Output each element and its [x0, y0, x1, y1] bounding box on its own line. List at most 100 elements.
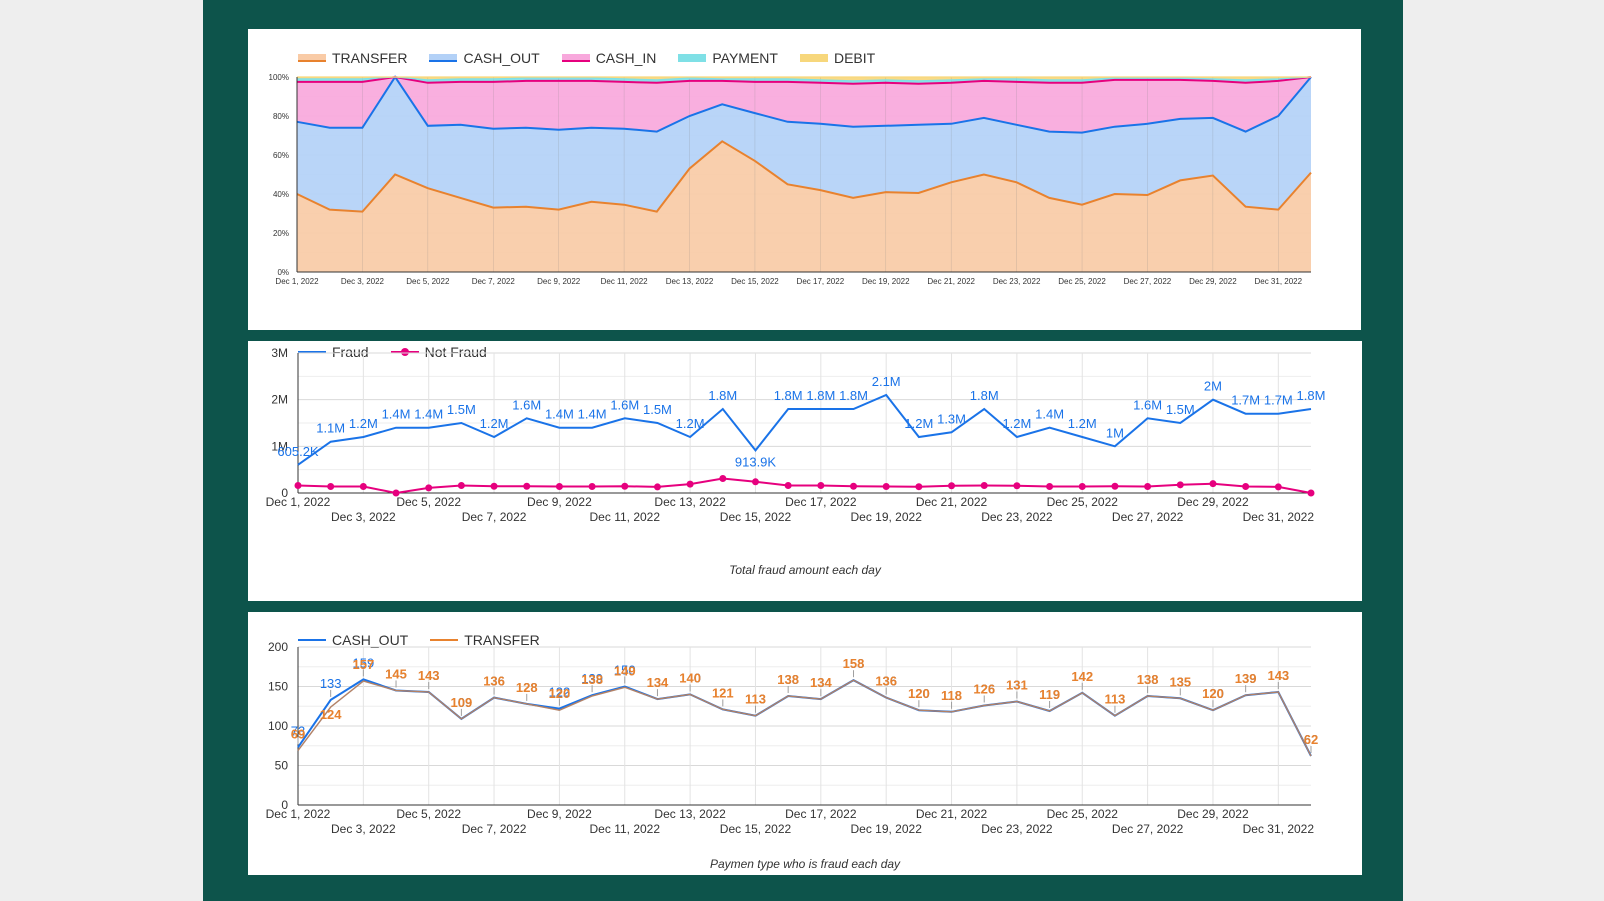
y-tick-label: 200: [268, 640, 288, 654]
type-share-chart: 0% 20% 40% 60% 80% 100% Dec 1, 2022 Dec 3, 2022…: [269, 73, 1312, 286]
data-label-fraud: 1.8M: [774, 388, 803, 403]
point-not-fraud: [490, 482, 498, 490]
x-tick-label: Dec 31, 2022: [1243, 822, 1315, 836]
fraud-by-type-legend: CASH_OUT TRANSFER: [298, 632, 562, 648]
data-label-cash-out: 136: [875, 674, 897, 689]
data-label-fraud: 605.2K: [277, 444, 319, 459]
point-not-fraud: [359, 482, 367, 490]
point-not-fraud: [523, 482, 531, 490]
x-tick-label: Dec 19, 2022: [862, 277, 910, 286]
legend-item-debit[interactable]: DEBIT: [799, 50, 875, 66]
legend-label: CASH_OUT: [463, 50, 540, 66]
x-tick-label: Dec 31, 2022: [1243, 510, 1315, 524]
data-label-transfer: 158: [843, 656, 865, 671]
data-label-transfer: 134: [810, 675, 832, 690]
data-label-transfer: 120: [908, 686, 930, 701]
x-tick-label: Dec 15, 2022: [720, 822, 792, 836]
data-label-cash-out: 109: [451, 695, 473, 710]
type-share-card: TRANSFER CASH_OUT CASH_IN PAYMENT DEBIT 0% 20…: [248, 29, 1361, 330]
data-label-fraud: 1.2M: [1002, 416, 1031, 431]
data-label-fraud: 1.6M: [610, 397, 639, 412]
legend-item-cash-in[interactable]: CASH_IN: [561, 50, 656, 66]
data-label-transfer: 120: [549, 686, 571, 701]
legend-item-cash-out[interactable]: CASH_OUT: [429, 50, 540, 66]
y-tick-label: 0: [281, 798, 288, 812]
y-tick-label: 50: [275, 759, 289, 773]
data-label-transfer: 138: [1137, 672, 1159, 687]
y-tick-label: 60%: [273, 151, 289, 160]
legend-item-not-fraud[interactable]: Not Fraud: [390, 344, 487, 360]
area-cash-out: [297, 77, 1311, 212]
data-label-cash-out: 126: [973, 681, 995, 696]
x-tick-label: Dec 17, 2022: [785, 495, 857, 509]
data-label-fraud: 1.2M: [676, 416, 705, 431]
legend-item-transfer[interactable]: TRANSFER: [430, 632, 540, 648]
x-tick-label: Dec 27, 2022: [1124, 277, 1172, 286]
data-label-fraud: 1.8M: [1297, 388, 1326, 403]
data-label-fraud: 1.7M: [1264, 393, 1293, 408]
data-label-transfer: 139: [1235, 671, 1257, 686]
area-transfer: [297, 141, 1311, 272]
x-tick-label: Dec 19, 2022: [850, 510, 922, 524]
data-label-cash-out: 133: [320, 676, 342, 691]
legend-item-cash-out[interactable]: CASH_OUT: [298, 632, 408, 648]
legend-swatch: [390, 348, 419, 356]
legend-swatch: [429, 54, 458, 62]
fraud-amount-legend: Fraud Not Fraud: [298, 344, 509, 360]
y-tick-label: 150: [268, 680, 288, 694]
legend-item-payment[interactable]: PAYMENT: [678, 50, 778, 66]
area-cash-in: [297, 77, 1311, 133]
data-label-cash-out: 120: [908, 686, 930, 701]
data-label-fraud: 1.5M: [643, 402, 672, 417]
data-label-transfer: 62: [1304, 732, 1318, 747]
data-label-fraud: 1.5M: [1166, 402, 1195, 417]
data-label-cash-out: 138: [777, 672, 799, 687]
point-not-fraud: [817, 482, 825, 490]
y-tick-label: 3M: [271, 346, 288, 360]
x-tick-label: Dec 21, 2022: [916, 807, 988, 821]
data-label-transfer: 128: [516, 680, 538, 695]
y-tick-label: 40%: [273, 190, 289, 199]
legend-label: Fraud: [332, 344, 369, 360]
x-tick-label: Dec 15, 2022: [720, 510, 792, 524]
x-tick-label: Dec 1, 2022: [266, 807, 331, 821]
legend-item-transfer[interactable]: TRANSFER: [298, 50, 407, 66]
data-label-cash-out: 138: [1137, 672, 1159, 687]
y-tick-label: 80%: [273, 112, 289, 121]
y-tick-label: 20%: [273, 229, 289, 238]
data-label-cash-out: 159: [353, 655, 375, 670]
x-tick-label: Dec 29, 2022: [1177, 807, 1249, 821]
data-label-fraud: 1.6M: [512, 397, 541, 412]
data-label-cash-out: 145: [385, 666, 407, 681]
data-label-transfer: 136: [483, 674, 505, 689]
point-not-fraud: [1046, 482, 1054, 490]
x-tick-label: Dec 13, 2022: [666, 277, 714, 286]
legend-swatch: [678, 54, 707, 62]
x-tick-label: Dec 25, 2022: [1058, 277, 1106, 286]
legend-item-fraud[interactable]: Fraud: [298, 344, 369, 360]
point-not-fraud: [327, 482, 335, 490]
data-label-cash-out: 128: [516, 680, 538, 695]
point-not-fraud: [425, 484, 433, 492]
x-tick-label: Dec 17, 2022: [797, 277, 845, 286]
data-label-fraud: 2M: [1204, 379, 1222, 394]
line-cash-out: [297, 678, 1312, 757]
legend-label: TRANSFER: [332, 50, 408, 66]
x-tick-label: Dec 13, 2022: [654, 495, 726, 509]
y-tick-label: 0%: [277, 268, 289, 277]
data-label-cash-out: 139: [1235, 671, 1257, 686]
data-label-cash-out: 136: [483, 674, 505, 689]
report-canvas: TRANSFER CASH_OUT CASH_IN PAYMENT DEBIT 0% 20…: [203, 0, 1403, 901]
legend-label: Not Fraud: [424, 344, 487, 360]
point-not-fraud: [392, 489, 400, 497]
point-not-fraud: [980, 482, 988, 490]
data-label-transfer: 157: [353, 657, 375, 672]
data-label-transfer: 69: [291, 726, 305, 741]
point-not-fraud: [1242, 482, 1250, 490]
x-tick-label: Dec 15, 2022: [731, 277, 779, 286]
data-label-fraud: 913.9K: [735, 454, 777, 469]
data-label-cash-out: 143: [418, 668, 440, 683]
x-tick-label: Dec 5, 2022: [396, 495, 461, 509]
data-label-cash-out: 142: [1071, 669, 1093, 684]
